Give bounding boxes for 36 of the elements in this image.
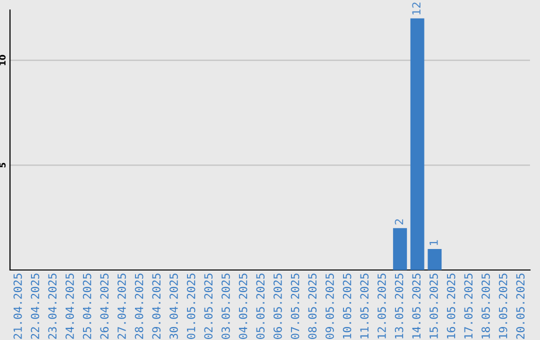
bar	[393, 228, 407, 270]
data-label: 12	[412, 2, 420, 14]
x-tick-label: 19.05.2025	[498, 274, 508, 338]
x-tick-label: 18.05.2025	[482, 274, 490, 338]
x-tick-label: 03.05.2025	[222, 274, 230, 339]
x-tick-label: 24.04.2025	[66, 274, 74, 339]
x-tick-label: 08.05.2025	[308, 274, 317, 339]
x-tick-label: 05.05.2025	[256, 274, 265, 339]
x-tick-label: 10.05.2025	[342, 274, 352, 338]
bar	[428, 249, 442, 270]
x-tick-label: 28.04.2025	[134, 274, 144, 339]
x-tick-label: 20.05.2025	[516, 274, 525, 339]
x-tick-label: 23.04.2025	[48, 274, 57, 339]
x-tick-label: 12.05.2025	[378, 274, 386, 338]
x-tick-label: 04.05.2025	[238, 274, 248, 339]
x-tick-label: 02.05.2025	[204, 274, 213, 339]
bar	[410, 18, 424, 270]
x-tick-label: 25.04.2025	[82, 274, 92, 339]
x-tick-label: 26.04.2025	[100, 274, 109, 339]
x-tick-label: 13.05.2025	[394, 274, 404, 338]
x-tick-label: 17.05.2025	[464, 274, 473, 338]
x-tick-label: 29.04.2025	[152, 274, 161, 339]
x-tick-label: 09.05.2025	[326, 274, 334, 339]
x-tick-label: 01.05.2025	[186, 274, 196, 339]
x-tick-label: 14.05.2025	[412, 274, 421, 338]
x-tick-label: 30.04.2025	[170, 274, 178, 339]
x-tick-label: 11.05.2025	[360, 274, 369, 338]
x-tick-label: 07.05.2025	[290, 274, 300, 339]
x-tick-label: 06.05.2025	[274, 274, 282, 339]
x-tick-label: 16.05.2025	[446, 274, 456, 338]
x-tick-label: 22.04.2025	[30, 274, 40, 339]
x-tick-label: 15.05.2025	[430, 274, 438, 338]
data-label: 2	[394, 219, 404, 224]
data-label: 1	[430, 240, 438, 246]
x-tick-label: 27.04.2025	[118, 274, 126, 339]
x-tick-label: 21.04.2025	[14, 274, 22, 339]
